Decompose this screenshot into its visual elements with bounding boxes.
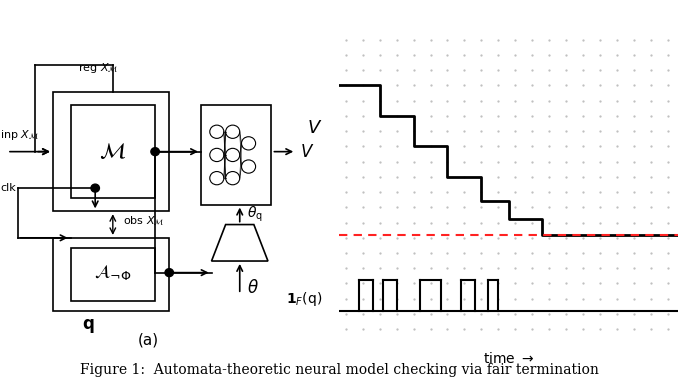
Text: $\mathcal{A}_{\neg\Phi}$: $\mathcal{A}_{\neg\Phi}$	[94, 263, 132, 282]
Text: (a): (a)	[138, 332, 159, 347]
Bar	[53, 238, 170, 311]
Text: $V$: $V$	[306, 119, 322, 137]
Bar	[71, 105, 155, 198]
Text: $\theta$: $\theta$	[247, 279, 258, 296]
Text: $\mathbf{q}$: $\mathbf{q}$	[82, 317, 94, 335]
Text: clk: clk	[0, 183, 16, 193]
Text: Figure 1:  Automata-theoretic neural model checking via fair termination: Figure 1: Automata-theoretic neural mode…	[79, 363, 599, 377]
Text: $\theta_{\mathrm{q}}$: $\theta_{\mathrm{q}}$	[247, 205, 262, 224]
Circle shape	[91, 184, 100, 192]
Circle shape	[165, 269, 174, 277]
Text: $\mathbf{1}_{F}(\mathrm{q})$: $\mathbf{1}_{F}(\mathrm{q})$	[286, 290, 322, 308]
Bar	[71, 248, 155, 301]
Circle shape	[151, 148, 159, 155]
Text: $\mathcal{M}$: $\mathcal{M}$	[99, 142, 126, 162]
Bar	[53, 92, 170, 211]
Text: reg $X_{\mathcal{M}}$: reg $X_{\mathcal{M}}$	[77, 62, 118, 75]
Bar	[201, 105, 271, 205]
Text: inp $X_{\mathcal{M}}$: inp $X_{\mathcal{M}}$	[0, 128, 39, 142]
Text: $V$: $V$	[300, 142, 314, 161]
Text: time $\rightarrow$: time $\rightarrow$	[483, 351, 534, 365]
Text: obs $X_{\mathcal{M}}$: obs $X_{\mathcal{M}}$	[123, 215, 165, 228]
